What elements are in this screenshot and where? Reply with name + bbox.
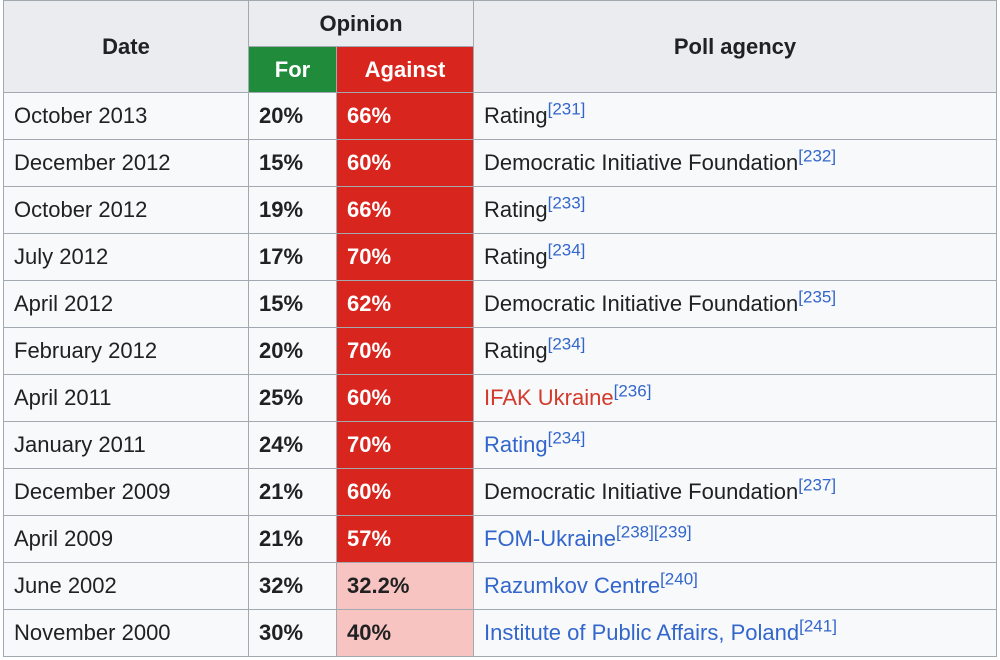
cell-for: 20% — [248, 327, 337, 375]
header-for: For — [248, 46, 337, 93]
cell-against: 70% — [336, 421, 474, 469]
agency-link[interactable]: Rating — [484, 432, 548, 457]
header-against: Against — [336, 46, 474, 93]
reference-link[interactable]: [233] — [547, 193, 586, 213]
cell-date: January 2011 — [3, 421, 249, 469]
cell-for: 17% — [248, 233, 337, 281]
table-row: June 2002 32% 32.2% Razumkov Centre[240] — [3, 562, 997, 610]
cell-date: April 2011 — [3, 374, 249, 422]
agency-name: Democratic Initiative Foundation — [484, 479, 799, 504]
cell-poll-agency: Rating[234] — [473, 233, 997, 281]
cell-date: November 2000 — [3, 609, 249, 657]
cell-date: October 2012 — [3, 186, 249, 234]
table-row: December 2012 15% 60% Democratic Initiative… — [3, 139, 997, 187]
reference-link[interactable]: [234] — [547, 240, 586, 260]
cell-poll-agency: Rating[231] — [473, 92, 997, 140]
cell-for: 30% — [248, 609, 337, 657]
cell-against: 62% — [336, 280, 474, 328]
cell-against: 57% — [336, 515, 474, 563]
reference-link[interactable]: [240] — [660, 569, 698, 589]
cell-against: 60% — [336, 139, 474, 187]
table-row: January 2011 24% 70% Rating[234] — [3, 421, 997, 469]
cell-against: 66% — [336, 186, 474, 234]
cell-date: February 2012 — [3, 327, 249, 375]
cell-poll-agency: Democratic Initiative Foundation[232] — [473, 139, 997, 187]
cell-for: 20% — [248, 92, 337, 140]
cell-poll-agency: Rating[234] — [473, 327, 997, 375]
agency-name: Rating — [484, 103, 548, 128]
cell-poll-agency: Democratic Initiative Foundation[235] — [473, 280, 997, 328]
cell-for: 15% — [248, 280, 337, 328]
agency-name: Rating — [484, 197, 548, 222]
reference-link[interactable]: [232] — [798, 146, 837, 166]
cell-date: April 2009 — [3, 515, 249, 563]
cell-against: 70% — [336, 327, 474, 375]
agency-name: Democratic Initiative Foundation — [484, 291, 799, 316]
cell-date: June 2002 — [3, 562, 249, 610]
cell-poll-agency: IFAK Ukraine[236] — [473, 374, 997, 422]
table-row: October 2013 20% 66% Rating[231] — [3, 92, 997, 140]
table-row: April 2012 15% 62% Democratic Initiative Fo… — [3, 280, 997, 328]
cell-against: 60% — [336, 374, 474, 422]
reference-link[interactable]: [241] — [799, 616, 837, 636]
cell-for: 19% — [248, 186, 337, 234]
table-row: April 2011 25% 60% IFAK Ukraine[236] — [3, 374, 997, 422]
agency-link[interactable]: IFAK Ukraine — [484, 385, 614, 410]
cell-date: December 2012 — [3, 139, 249, 187]
cell-against: 40% — [336, 609, 474, 657]
reference-link[interactable]: [236] — [613, 381, 652, 401]
header-date: Date — [3, 0, 249, 93]
table-row: October 2012 19% 66% Rating[233] — [3, 186, 997, 234]
reference-link[interactable]: [237] — [798, 475, 837, 495]
cell-poll-agency: Rating[234] — [473, 421, 997, 469]
cell-against: 32.2% — [336, 562, 474, 610]
cell-for: 32% — [248, 562, 337, 610]
agency-link[interactable]: FOM-Ukraine — [484, 526, 617, 551]
reference-link[interactable]: [231] — [547, 99, 586, 119]
table-row: November 2000 30% 40% Institute of Public A… — [3, 609, 997, 657]
cell-date: December 2009 — [3, 468, 249, 516]
header-poll-agency: Poll agency — [473, 0, 997, 93]
cell-poll-agency: Institute of Public Affairs, Poland[241] — [473, 609, 997, 657]
agency-name: Rating — [484, 338, 548, 363]
reference-link[interactable]: [235] — [798, 287, 837, 307]
agency-link[interactable]: Institute of Public Affairs, Poland — [484, 620, 800, 645]
cell-poll-agency: Razumkov Centre[240] — [473, 562, 997, 610]
poll-table: Date Opinion Poll agency For Against Oct… — [3, 0, 997, 657]
cell-for: 21% — [248, 515, 337, 563]
agency-name: Democratic Initiative Foundation — [484, 150, 799, 175]
table-row: April 2009 21% 57% FOM-Ukraine[238][239] — [3, 515, 997, 563]
header-opinion: Opinion — [248, 0, 474, 47]
cell-poll-agency: Democratic Initiative Foundation[237] — [473, 468, 997, 516]
reference-link[interactable]: [234] — [547, 428, 586, 448]
poll-table-body: October 2013 20% 66% Rating[231] December 20… — [3, 92, 997, 657]
cell-against: 60% — [336, 468, 474, 516]
cell-against: 70% — [336, 233, 474, 281]
agency-name: Rating — [484, 244, 548, 269]
table-row: July 2012 17% 70% Rating[234] — [3, 233, 997, 281]
cell-for: 25% — [248, 374, 337, 422]
table-row: December 2009 21% 60% Democratic Initiative… — [3, 468, 997, 516]
reference-link[interactable]: [238][239] — [616, 522, 692, 542]
cell-for: 15% — [248, 139, 337, 187]
cell-date: October 2013 — [3, 92, 249, 140]
cell-poll-agency: Rating[233] — [473, 186, 997, 234]
cell-for: 21% — [248, 468, 337, 516]
cell-against: 66% — [336, 92, 474, 140]
table-row: February 2012 20% 70% Rating[234] — [3, 327, 997, 375]
reference-link[interactable]: [234] — [547, 334, 586, 354]
agency-link[interactable]: Razumkov Centre — [484, 573, 661, 598]
cell-date: July 2012 — [3, 233, 249, 281]
cell-date: April 2012 — [3, 280, 249, 328]
cell-poll-agency: FOM-Ukraine[238][239] — [473, 515, 997, 563]
cell-for: 24% — [248, 421, 337, 469]
